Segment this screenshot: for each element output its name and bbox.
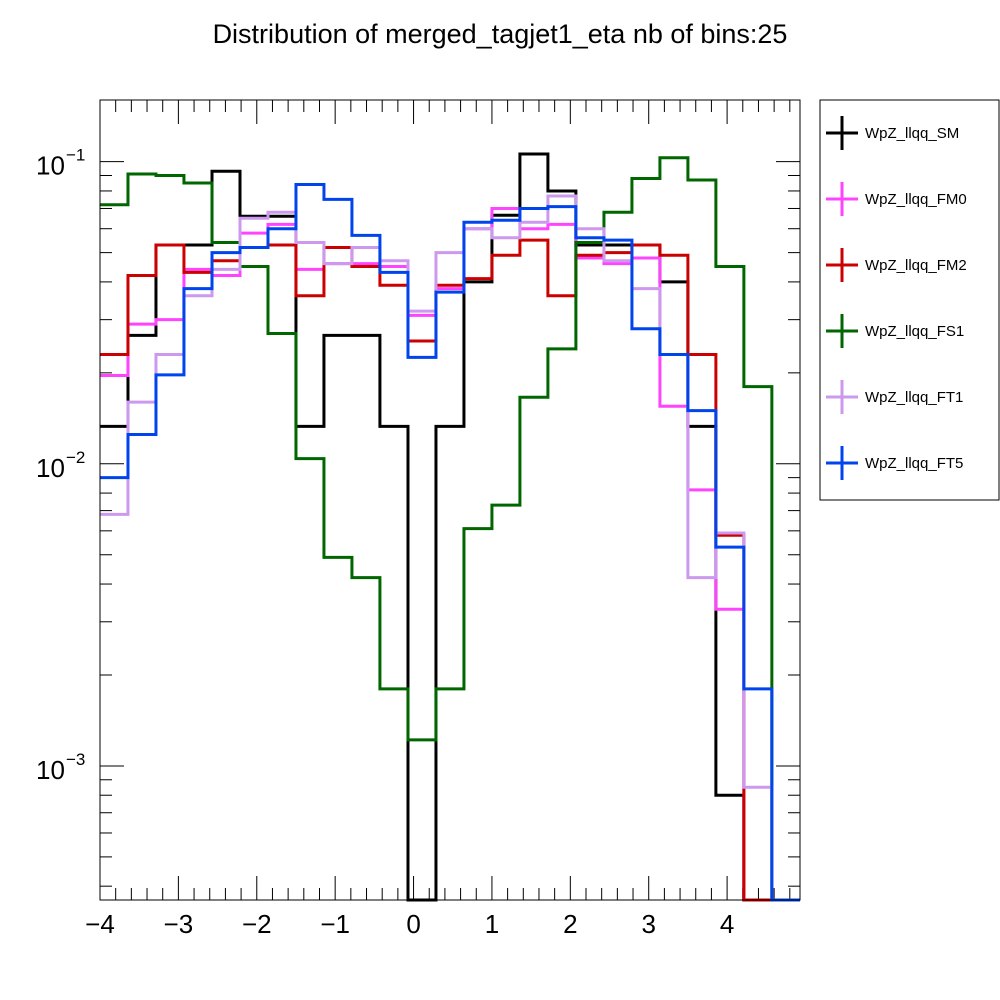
legend-entry: WpZ_llqq_FS1 xyxy=(826,314,964,348)
y-tick-labels: 10−110−210−3 xyxy=(36,146,85,785)
plot-frame xyxy=(99,99,801,901)
x-tick-label: −4 xyxy=(85,909,115,939)
series-line-WpZ_llqq_FS1 xyxy=(100,156,800,902)
series-line-WpZ_llqq_FM0 xyxy=(100,206,800,902)
x-tick-label: 1 xyxy=(485,909,499,939)
x-tick-label: −2 xyxy=(242,909,272,939)
legend-label: WpZ_llqq_FM2 xyxy=(865,257,967,274)
x-tick-labels: −4 −3 −2 −1 0 1 2 3 4 xyxy=(85,909,734,939)
x-tick-label: 2 xyxy=(563,909,577,939)
y-tick-label-base: 10 xyxy=(36,755,65,785)
x-tick-label: 4 xyxy=(720,909,734,939)
y-tick-label-base: 10 xyxy=(36,151,65,181)
legend-label: WpZ_llqq_FT5 xyxy=(865,455,963,472)
series-line-WpZ_llqq_FM2 xyxy=(100,238,800,902)
legend-entry: WpZ_llqq_FT5 xyxy=(826,446,963,480)
legend: WpZ_llqq_SM WpZ_llqq_FM0 WpZ_llqq_FM2 WpZ_l… xyxy=(819,99,1000,501)
x-tick-label: −3 xyxy=(164,909,194,939)
chart-title: Distribution of merged_tagjet1_eta nb of… xyxy=(213,19,788,49)
y-tick-label-exponent: −3 xyxy=(66,750,85,769)
series-line-WpZ_llqq_FT1 xyxy=(100,194,800,902)
legend-entry: WpZ_llqq_FM2 xyxy=(826,248,967,282)
legend-label: WpZ_llqq_SM xyxy=(865,125,959,142)
legend-box xyxy=(819,99,1000,501)
series-line-WpZ_llqq_FT5 xyxy=(100,183,800,902)
axis-ticks xyxy=(99,100,800,900)
y-tick-label-base: 10 xyxy=(36,453,65,483)
legend-entry: WpZ_llqq_SM xyxy=(826,116,959,150)
x-tick-label: −1 xyxy=(320,909,350,939)
x-tick-label: 0 xyxy=(406,909,420,939)
x-tick-label: 3 xyxy=(641,909,655,939)
series-layer xyxy=(100,152,800,902)
legend-label: WpZ_llqq_FM0 xyxy=(865,191,967,208)
legend-label: WpZ_llqq_FS1 xyxy=(865,323,964,340)
legend-label: WpZ_llqq_FT1 xyxy=(865,389,963,406)
legend-entry: WpZ_llqq_FT1 xyxy=(826,380,963,414)
y-tick-label-exponent: −2 xyxy=(66,448,85,467)
legend-entry: WpZ_llqq_FM0 xyxy=(826,182,967,216)
y-tick-label-exponent: −1 xyxy=(66,146,85,165)
series-line-WpZ_llqq_SM xyxy=(100,152,800,902)
